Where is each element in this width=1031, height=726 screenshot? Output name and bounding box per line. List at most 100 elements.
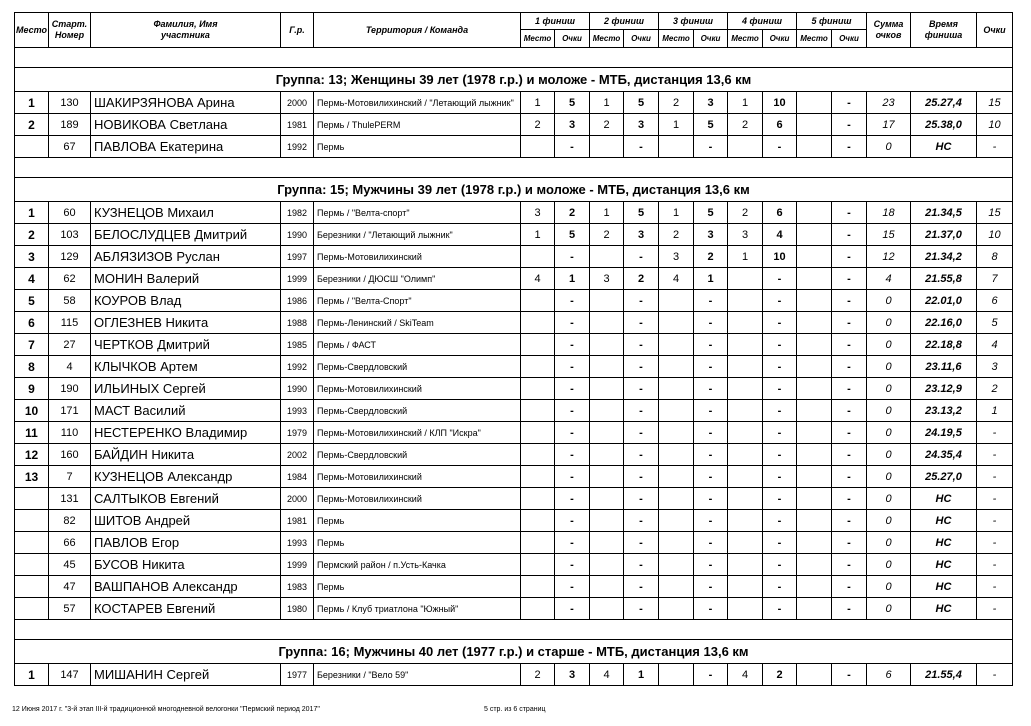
result-cell: НЕСТЕРЕНКО Владимир [90,421,281,444]
result-cell: 1 [14,201,49,224]
footer-left: 12 Июня 2017 г. "3-й этап III-й традицио… [12,706,320,713]
result-cell: - [762,377,797,400]
result-cell: 131 [48,487,91,510]
result-cell: МИШАНИН Сергей [90,663,281,686]
header-cell: Место [14,12,49,48]
header-row: Место Старт. Номер Фамилия, Имя участник… [14,12,1013,48]
result-cell: - [976,421,1013,444]
result-cell: 1988 [280,311,314,334]
result-cell: - [762,399,797,422]
result-cell [520,553,555,576]
result-cell: 3 [554,113,590,136]
result-cell: - [831,377,867,400]
result-cell: 103 [48,223,91,246]
result-cell: 1982 [280,201,314,224]
result-cell: 0 [866,509,911,532]
result-cell [658,399,694,422]
result-cell [14,135,49,158]
result-cell: 0 [866,135,911,158]
header-cell: Старт. Номер [48,12,91,48]
result-cell [658,377,694,400]
result-cell: 3 [623,113,659,136]
header-cell: Место [658,29,694,48]
result-cell: 10 [762,91,797,114]
result-cell: - [554,245,590,268]
result-cell: Пермь-Мотовилихинский [313,487,521,510]
result-cell: 5 [976,311,1013,334]
result-cell: Пермь / ThulePERM [313,113,521,136]
result-cell: 1 [520,223,555,246]
result-cell: 23.12,9 [910,377,977,400]
result-cell: 4 [866,267,911,290]
result-cell: - [762,289,797,312]
result-cell: 3 [554,663,590,686]
result-cell [796,421,832,444]
result-cell [796,663,832,686]
result-cell: КУЗНЕЦОВ Александр [90,465,281,488]
result-cell: 2 [976,377,1013,400]
result-cell: 22.01,0 [910,289,977,312]
group-title: Группа: 15; Мужчины 39 лет (1978 г.р.) и… [14,177,1013,202]
result-cell: 17 [866,113,911,136]
result-cell: 2 [623,267,659,290]
result-cell: - [831,487,867,510]
result-cell: 13 [14,465,49,488]
result-cell: - [831,223,867,246]
result-cell: КУЗНЕЦОВ Михаил [90,201,281,224]
result-cell: - [623,399,659,422]
header-cell: Сумма очков [866,12,911,48]
result-cell: Пермь [313,531,521,554]
result-cell: 2 [727,201,763,224]
result-cell: 6 [762,113,797,136]
result-cell: 5 [693,201,728,224]
result-cell: 4 [658,267,694,290]
result-cell: 2000 [280,91,314,114]
result-cell: Пермь / Клуб триатлона "Южный" [313,597,521,620]
result-cell: 82 [48,509,91,532]
result-cell: 25.27,0 [910,465,977,488]
result-row: 8 4 КЛЫЧКОВ Артем 1992 Пермь-Свердловский - - -… [14,355,1013,378]
result-cell: Пермь-Мотовилихинский [313,465,521,488]
result-cell: - [831,509,867,532]
result-cell: 6 [762,201,797,224]
result-cell [796,399,832,422]
result-cell: - [831,663,867,686]
result-cell: 1990 [280,223,314,246]
result-cell: - [976,135,1013,158]
result-cell [14,553,49,576]
result-cell: 1999 [280,267,314,290]
result-cell: 2 [693,245,728,268]
result-cell: 10 [976,223,1013,246]
result-cell [727,355,763,378]
result-cell: БАЙДИН Никита [90,443,281,466]
result-cell: - [623,289,659,312]
result-cell: 2 [762,663,797,686]
result-cell: 23.13,2 [910,399,977,422]
result-cell [520,465,555,488]
result-cell: 57 [48,597,91,620]
result-cell: 160 [48,443,91,466]
result-cell [589,465,624,488]
result-cell [796,553,832,576]
result-cell: - [554,289,590,312]
result-cell: - [693,597,728,620]
result-cell: - [554,443,590,466]
result-cell: - [693,465,728,488]
result-cell [796,311,832,334]
result-cell: 10 [14,399,49,422]
result-cell [727,399,763,422]
result-cell: 0 [866,355,911,378]
result-cell [589,575,624,598]
result-row: 66 ПАВЛОВ Егор 1993 Пермь - - - - -0 НС - [14,531,1013,554]
result-cell: 0 [866,487,911,510]
result-cell: НС [910,553,977,576]
result-row: 6 115 ОГЛЕЗНЕВ Никита 1988 Пермь-Ленинский /… [14,311,1013,334]
result-cell: 7 [976,267,1013,290]
result-cell: 22.16,0 [910,311,977,334]
result-cell: Березники / "Вело 59" [313,663,521,686]
result-cell: - [693,531,728,554]
spacer-row [14,157,1013,178]
result-cell [589,487,624,510]
result-cell: 0 [866,399,911,422]
result-cell: - [693,487,728,510]
